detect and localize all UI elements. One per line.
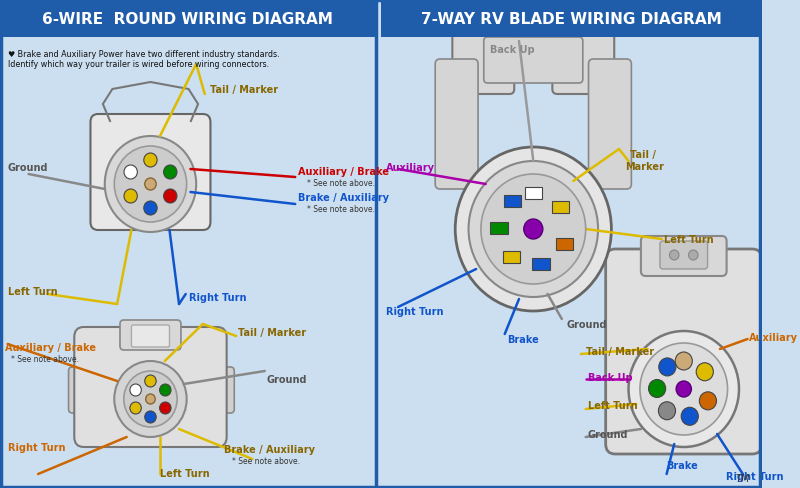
Circle shape — [145, 375, 156, 387]
Circle shape — [524, 220, 543, 240]
FancyBboxPatch shape — [131, 325, 170, 347]
Text: * See note above.: * See note above. — [232, 456, 300, 465]
Circle shape — [114, 147, 186, 223]
FancyBboxPatch shape — [552, 30, 614, 95]
Text: Ground: Ground — [566, 319, 607, 329]
Bar — [504, 195, 521, 207]
Circle shape — [163, 190, 177, 203]
Text: Right Turn: Right Turn — [8, 442, 65, 452]
Text: Auxiliary: Auxiliary — [749, 332, 798, 342]
Circle shape — [130, 402, 142, 414]
Bar — [381, 0, 762, 38]
FancyBboxPatch shape — [186, 147, 206, 203]
Bar — [490, 223, 507, 235]
FancyBboxPatch shape — [435, 60, 478, 190]
Text: Brake / Auxiliary: Brake / Auxiliary — [298, 193, 389, 203]
Text: Right Turn: Right Turn — [726, 471, 783, 481]
Circle shape — [159, 384, 171, 396]
Circle shape — [144, 202, 157, 216]
FancyBboxPatch shape — [95, 147, 115, 203]
Text: Tail / Marker: Tail / Marker — [210, 85, 278, 95]
Circle shape — [124, 165, 138, 180]
Text: Tail /: Tail / — [630, 150, 656, 160]
Text: * See note above.: * See note above. — [306, 178, 374, 187]
Circle shape — [675, 352, 692, 370]
Circle shape — [146, 394, 155, 404]
FancyBboxPatch shape — [206, 367, 234, 413]
Bar — [0, 0, 376, 38]
FancyBboxPatch shape — [69, 367, 97, 413]
FancyBboxPatch shape — [641, 237, 726, 276]
Text: Auxiliary: Auxiliary — [386, 163, 434, 173]
Circle shape — [676, 381, 691, 397]
FancyBboxPatch shape — [74, 327, 226, 447]
Text: Left Turn: Left Turn — [587, 400, 638, 410]
Text: Ground: Ground — [587, 429, 628, 439]
Circle shape — [649, 380, 666, 398]
FancyBboxPatch shape — [660, 242, 707, 269]
Text: ♥ Brake and Auxiliary Power have two different industry standards.
Identify whic: ♥ Brake and Auxiliary Power have two dif… — [8, 50, 279, 69]
Circle shape — [145, 179, 156, 191]
Text: TM: TM — [736, 473, 750, 483]
Circle shape — [455, 148, 611, 311]
Circle shape — [145, 411, 156, 423]
Text: Auxiliary / Brake: Auxiliary / Brake — [298, 167, 389, 177]
Bar — [503, 251, 520, 264]
Text: Tail / Marker: Tail / Marker — [238, 327, 306, 337]
Text: 7-WAY RV BLADE WIRING DIAGRAM: 7-WAY RV BLADE WIRING DIAGRAM — [421, 12, 722, 26]
Text: * See note above.: * See note above. — [11, 354, 79, 363]
Text: Right Turn: Right Turn — [386, 306, 443, 316]
Bar — [556, 239, 573, 251]
Bar — [552, 202, 569, 213]
FancyBboxPatch shape — [606, 249, 762, 454]
FancyBboxPatch shape — [120, 320, 181, 350]
Circle shape — [689, 250, 698, 261]
Circle shape — [481, 175, 586, 285]
Circle shape — [640, 343, 727, 435]
Text: Tail / Marker: Tail / Marker — [586, 346, 654, 356]
FancyBboxPatch shape — [484, 38, 583, 84]
Bar — [533, 259, 550, 270]
Circle shape — [124, 190, 138, 203]
FancyBboxPatch shape — [90, 115, 210, 230]
Circle shape — [105, 137, 196, 232]
FancyBboxPatch shape — [452, 30, 514, 95]
Circle shape — [681, 407, 698, 426]
Circle shape — [163, 165, 177, 180]
Text: Brake: Brake — [507, 334, 539, 345]
Circle shape — [670, 250, 679, 261]
Circle shape — [469, 162, 598, 297]
Text: Left Turn: Left Turn — [160, 468, 210, 478]
Text: Ground: Ground — [8, 163, 48, 173]
Text: Ground: Ground — [266, 374, 307, 384]
Text: Left Turn: Left Turn — [8, 286, 58, 296]
Circle shape — [144, 154, 157, 168]
Circle shape — [629, 331, 739, 447]
Circle shape — [696, 363, 714, 381]
Circle shape — [130, 384, 142, 396]
Text: Brake / Auxiliary: Brake / Auxiliary — [224, 444, 314, 454]
Circle shape — [699, 392, 717, 410]
Text: Left Turn: Left Turn — [664, 235, 714, 244]
Text: * See note above.: * See note above. — [306, 204, 374, 213]
Text: 6-WIRE  ROUND WIRING DIAGRAM: 6-WIRE ROUND WIRING DIAGRAM — [42, 12, 333, 26]
Circle shape — [159, 402, 171, 414]
Circle shape — [658, 402, 675, 420]
Circle shape — [658, 358, 676, 376]
Bar — [525, 187, 542, 200]
Text: Back Up: Back Up — [490, 45, 535, 55]
Circle shape — [124, 371, 177, 427]
Text: Right Turn: Right Turn — [189, 292, 246, 303]
Circle shape — [114, 361, 186, 437]
Text: Back Up: Back Up — [587, 372, 632, 382]
Text: Brake: Brake — [666, 460, 698, 470]
FancyBboxPatch shape — [589, 60, 631, 190]
Text: Marker: Marker — [625, 162, 663, 172]
Text: Auxiliary / Brake: Auxiliary / Brake — [5, 342, 96, 352]
